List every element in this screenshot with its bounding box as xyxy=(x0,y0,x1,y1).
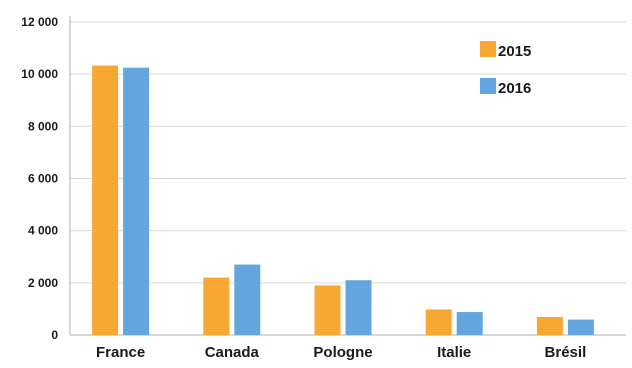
x-category-label: Brésil xyxy=(545,344,587,361)
bar-2015-pologne xyxy=(314,285,341,335)
legend-label: 2016 xyxy=(498,80,531,97)
y-tick-label: 4 000 xyxy=(28,224,58,238)
legend: 2015 2016 xyxy=(480,41,531,97)
gridlines xyxy=(70,21,626,284)
bar-2015-brésil xyxy=(536,317,563,335)
bars xyxy=(92,65,594,335)
y-tick-label: 6 000 xyxy=(28,172,58,186)
y-tick-label: 12 000 xyxy=(21,15,58,29)
legend-label: 2015 xyxy=(498,43,531,60)
bar-2015-canada xyxy=(203,277,230,335)
x-category-label: Italie xyxy=(437,344,471,361)
x-category-label: France xyxy=(96,344,145,361)
y-axis-ticks: 0 2 000 4 000 6 000 8 000 10 000 12 000 xyxy=(21,15,58,342)
x-category-label: Canada xyxy=(205,344,260,361)
y-tick-label: 10 000 xyxy=(21,67,58,81)
y-tick-label: 8 000 xyxy=(28,119,58,133)
bar-2015-italie xyxy=(425,309,452,335)
x-axis-categories: France Canada Pologne Italie Brésil xyxy=(96,344,586,361)
legend-swatch-2016 xyxy=(480,78,496,94)
bar-2016-canada xyxy=(234,264,261,335)
legend-swatch-2015 xyxy=(480,41,496,57)
bar-2015-france xyxy=(92,65,119,335)
bar-2016-pologne xyxy=(345,280,372,335)
bar-2016-italie xyxy=(456,312,483,335)
y-tick-label: 2 000 xyxy=(28,276,58,290)
y-tick-label: 0 xyxy=(51,328,58,342)
bar-2016-brésil xyxy=(567,319,594,335)
x-category-label: Pologne xyxy=(313,344,372,361)
bar-2016-france xyxy=(123,67,150,335)
